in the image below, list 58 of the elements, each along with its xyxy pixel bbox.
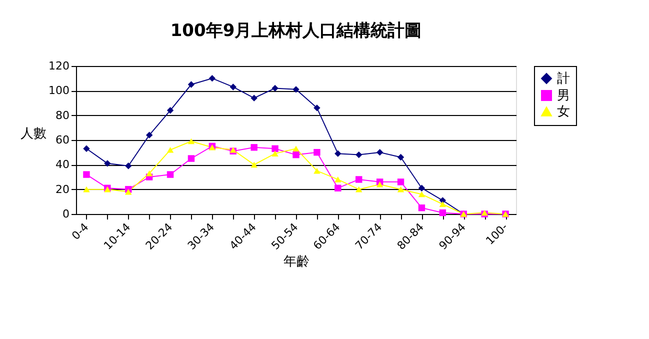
point bbox=[188, 155, 195, 162]
point bbox=[376, 148, 384, 156]
point bbox=[272, 150, 278, 156]
y-tick-label: 40 bbox=[56, 158, 70, 172]
point bbox=[272, 145, 278, 152]
point bbox=[146, 132, 153, 138]
point bbox=[356, 151, 362, 158]
point bbox=[334, 176, 342, 182]
point bbox=[356, 176, 362, 183]
point bbox=[314, 168, 320, 174]
point bbox=[292, 151, 300, 158]
point bbox=[314, 148, 320, 156]
point bbox=[334, 184, 342, 192]
point bbox=[418, 184, 426, 192]
point bbox=[166, 146, 174, 153]
point bbox=[188, 138, 195, 144]
point bbox=[439, 209, 446, 216]
point bbox=[397, 154, 404, 161]
x-axis-title: 年齡 bbox=[284, 254, 310, 270]
legend-label: 男 bbox=[557, 88, 570, 104]
point bbox=[397, 178, 404, 186]
point bbox=[418, 204, 426, 212]
point bbox=[188, 81, 195, 88]
legend-label: 女 bbox=[557, 104, 570, 120]
point bbox=[272, 84, 278, 92]
point bbox=[292, 86, 300, 93]
y-tick-label: 0 bbox=[62, 208, 70, 220]
point bbox=[292, 146, 300, 152]
point bbox=[146, 170, 153, 176]
point bbox=[250, 144, 258, 151]
y-tick-label: 20 bbox=[56, 182, 70, 196]
y-tick-label: 60 bbox=[56, 134, 70, 146]
legend-label: 計 bbox=[557, 72, 570, 86]
point bbox=[166, 107, 174, 114]
point bbox=[166, 171, 174, 178]
y-tick-label: 80 bbox=[56, 108, 70, 122]
chart-title: 100年9月上林村人口結構統計圖 bbox=[170, 21, 422, 41]
point bbox=[376, 181, 384, 188]
point bbox=[250, 94, 258, 102]
point bbox=[250, 162, 258, 168]
point bbox=[83, 186, 90, 192]
point bbox=[125, 162, 132, 170]
point bbox=[208, 74, 216, 82]
y-axis-title: 人數 bbox=[20, 126, 46, 142]
y-tick-label: 100 bbox=[48, 84, 70, 98]
point bbox=[418, 191, 426, 198]
point bbox=[104, 160, 111, 167]
point bbox=[314, 104, 320, 112]
point bbox=[439, 201, 446, 208]
y-tick-label: 120 bbox=[48, 60, 70, 72]
point bbox=[125, 188, 132, 195]
point bbox=[356, 186, 362, 192]
point bbox=[83, 171, 90, 178]
point bbox=[230, 84, 236, 90]
x-tick-label: 0-4 bbox=[69, 220, 92, 242]
point bbox=[334, 150, 342, 157]
point bbox=[397, 186, 404, 192]
point bbox=[83, 145, 90, 152]
